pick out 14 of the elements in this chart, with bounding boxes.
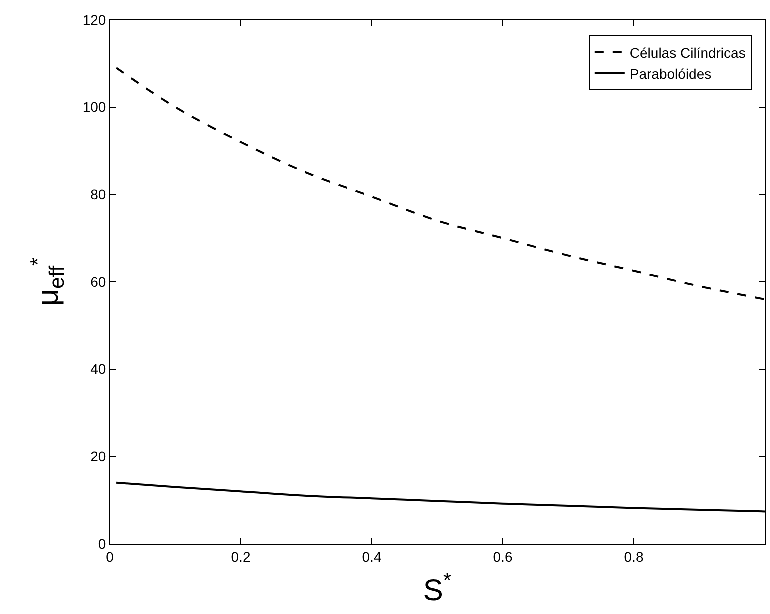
y-tick-label: 120 [82,12,106,28]
legend-label: Parabolóides [630,66,712,82]
x-tick-label: 0.6 [493,548,513,565]
y-tick-label: 100 [82,99,106,116]
y-tick-label: 60 [90,274,106,290]
legend-label: Células Cilíndricas [630,44,746,61]
y-tick-label: 20 [90,448,106,465]
y-tick-label: 0 [98,536,106,552]
x-tick-label: 0.8 [624,548,644,565]
y-tick-label: 80 [90,186,106,203]
x-tick-label: 0.4 [362,548,382,565]
x-tick-label: 0.2 [231,548,251,565]
x-axis-title: S$^{*}$ [423,570,452,608]
y-tick-label: 40 [90,361,106,378]
